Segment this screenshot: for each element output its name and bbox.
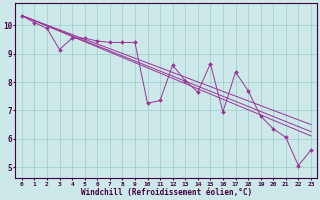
X-axis label: Windchill (Refroidissement éolien,°C): Windchill (Refroidissement éolien,°C) — [81, 188, 252, 197]
